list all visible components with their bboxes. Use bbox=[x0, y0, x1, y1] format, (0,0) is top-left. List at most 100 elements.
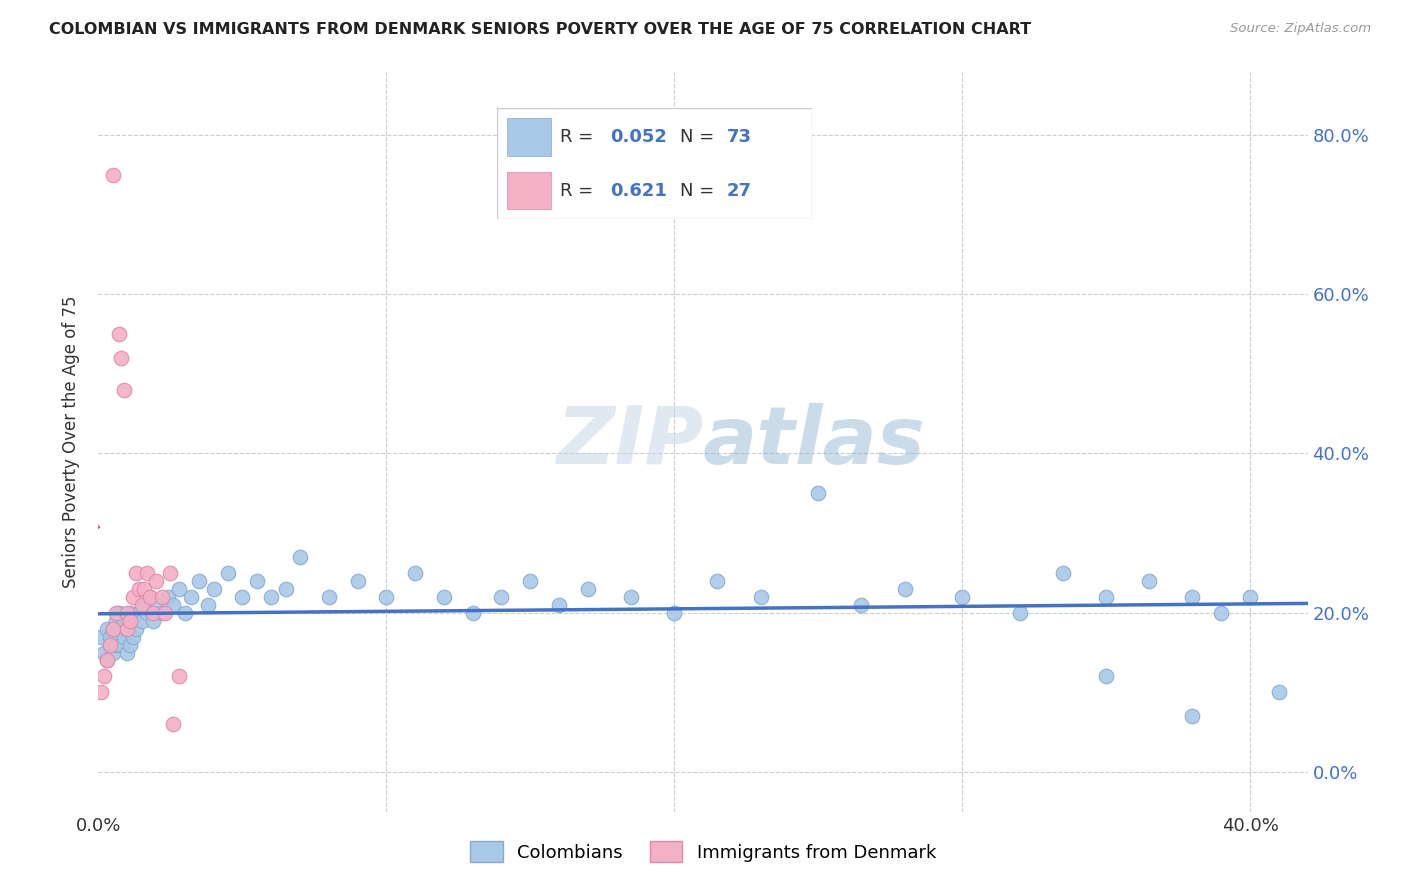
Point bbox=[125, 622, 148, 636]
Point bbox=[288, 549, 311, 564]
Point bbox=[90, 630, 112, 644]
Point bbox=[104, 614, 127, 628]
Point bbox=[167, 582, 190, 596]
Point bbox=[1137, 574, 1160, 588]
Point bbox=[1181, 709, 1204, 723]
Point bbox=[404, 566, 426, 580]
Point bbox=[150, 606, 173, 620]
Point bbox=[1008, 606, 1031, 620]
Point bbox=[167, 669, 190, 683]
Point bbox=[620, 590, 643, 604]
Point bbox=[110, 638, 132, 652]
Point bbox=[461, 606, 484, 620]
Point bbox=[145, 574, 167, 588]
Point bbox=[134, 582, 156, 596]
Point bbox=[134, 598, 156, 612]
Point bbox=[131, 614, 153, 628]
Point bbox=[101, 168, 124, 182]
Point bbox=[107, 327, 129, 342]
Point bbox=[142, 606, 165, 620]
Point bbox=[1268, 685, 1291, 699]
Y-axis label: Seniors Poverty Over the Age of 75: Seniors Poverty Over the Age of 75 bbox=[62, 295, 80, 588]
Text: COLOMBIAN VS IMMIGRANTS FROM DENMARK SENIORS POVERTY OVER THE AGE OF 75 CORRELAT: COLOMBIAN VS IMMIGRANTS FROM DENMARK SEN… bbox=[49, 22, 1032, 37]
Point bbox=[93, 646, 115, 660]
Point bbox=[162, 598, 184, 612]
Point bbox=[98, 630, 121, 644]
Point bbox=[433, 590, 456, 604]
Point bbox=[115, 646, 138, 660]
Point bbox=[107, 606, 129, 620]
Point bbox=[101, 646, 124, 660]
Point bbox=[128, 606, 150, 620]
Point bbox=[706, 574, 728, 588]
Point bbox=[851, 598, 873, 612]
Point bbox=[110, 351, 132, 365]
Legend: Colombians, Immigrants from Denmark: Colombians, Immigrants from Denmark bbox=[463, 834, 943, 870]
Point bbox=[1181, 590, 1204, 604]
Point bbox=[136, 606, 159, 620]
Point bbox=[188, 574, 211, 588]
Point bbox=[142, 614, 165, 628]
Point bbox=[139, 590, 162, 604]
Point bbox=[519, 574, 541, 588]
Point bbox=[122, 590, 145, 604]
Point bbox=[202, 582, 225, 596]
Point bbox=[664, 606, 686, 620]
Point bbox=[122, 630, 145, 644]
Point bbox=[136, 566, 159, 580]
Text: Source: ZipAtlas.com: Source: ZipAtlas.com bbox=[1230, 22, 1371, 36]
Point bbox=[375, 590, 398, 604]
Point bbox=[107, 630, 129, 644]
Point bbox=[115, 622, 138, 636]
Point bbox=[150, 590, 173, 604]
Point bbox=[131, 598, 153, 612]
Point bbox=[112, 383, 135, 397]
Point bbox=[96, 653, 118, 667]
Text: atlas: atlas bbox=[703, 402, 925, 481]
Point bbox=[197, 598, 219, 612]
Point bbox=[1052, 566, 1074, 580]
Point bbox=[120, 614, 142, 628]
Point bbox=[112, 614, 135, 628]
Point bbox=[104, 606, 127, 620]
Point bbox=[96, 653, 118, 667]
Point bbox=[318, 590, 340, 604]
Point bbox=[950, 590, 973, 604]
Point bbox=[98, 638, 121, 652]
Point bbox=[90, 685, 112, 699]
Point bbox=[260, 590, 283, 604]
Point bbox=[246, 574, 269, 588]
Point bbox=[145, 598, 167, 612]
Point bbox=[115, 622, 138, 636]
Point bbox=[125, 566, 148, 580]
Point bbox=[156, 590, 179, 604]
Point bbox=[110, 622, 132, 636]
Point bbox=[104, 638, 127, 652]
Point bbox=[96, 622, 118, 636]
Point bbox=[217, 566, 239, 580]
Point bbox=[120, 606, 142, 620]
Point bbox=[749, 590, 772, 604]
Point bbox=[120, 638, 142, 652]
Point bbox=[180, 590, 202, 604]
Point bbox=[153, 606, 176, 620]
Point bbox=[93, 669, 115, 683]
Point bbox=[98, 638, 121, 652]
Point bbox=[122, 614, 145, 628]
Point bbox=[162, 717, 184, 731]
Point bbox=[548, 598, 571, 612]
Point bbox=[491, 590, 513, 604]
Point bbox=[346, 574, 368, 588]
Point bbox=[893, 582, 915, 596]
Point bbox=[128, 582, 150, 596]
Point bbox=[1211, 606, 1233, 620]
Point bbox=[576, 582, 599, 596]
Point bbox=[139, 590, 162, 604]
Point bbox=[173, 606, 195, 620]
Point bbox=[274, 582, 297, 596]
Text: ZIP: ZIP bbox=[555, 402, 703, 481]
Point bbox=[1095, 590, 1118, 604]
Point bbox=[101, 622, 124, 636]
Point bbox=[112, 630, 135, 644]
Point bbox=[231, 590, 253, 604]
